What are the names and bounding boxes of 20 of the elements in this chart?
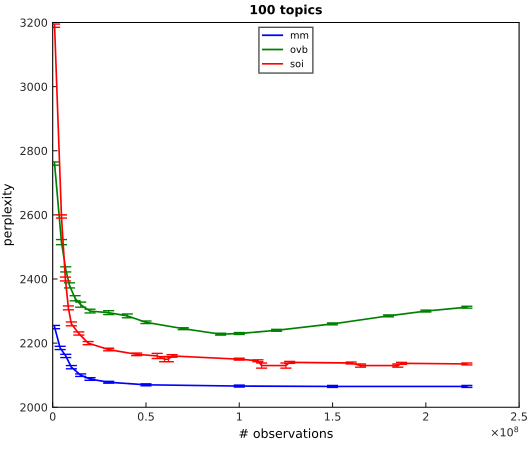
x-tick-label: 2 [423,412,428,421]
y-tick-label: 3000 [20,82,48,92]
y-axis-title: perplexity [2,184,14,246]
y-tick-label: 2200 [20,339,48,348]
legend-label: mm [290,33,308,39]
y-tick-label: 2800 [20,146,48,156]
x-tick-label: 1.5 [324,412,340,421]
text: ×10$^{8}$ [492,426,518,437]
x-tick-label: 0 [50,412,56,421]
y-tick-label: 2000 [20,403,48,412]
legend-label: ovb [290,46,308,54]
chart-title: 100 topics [250,4,322,17]
y-tick-label: 2400 [20,274,48,284]
y-tick-label: 3200 [20,18,48,27]
y-tick-label: 2600 [20,210,48,220]
legend-label: soi [290,60,303,68]
x-tick-label: 0.5 [138,412,154,421]
x-tick-label: 2.5 [511,412,527,421]
x-tick-label: 1 [236,412,242,421]
x-axis-title: # observations [239,428,333,438]
